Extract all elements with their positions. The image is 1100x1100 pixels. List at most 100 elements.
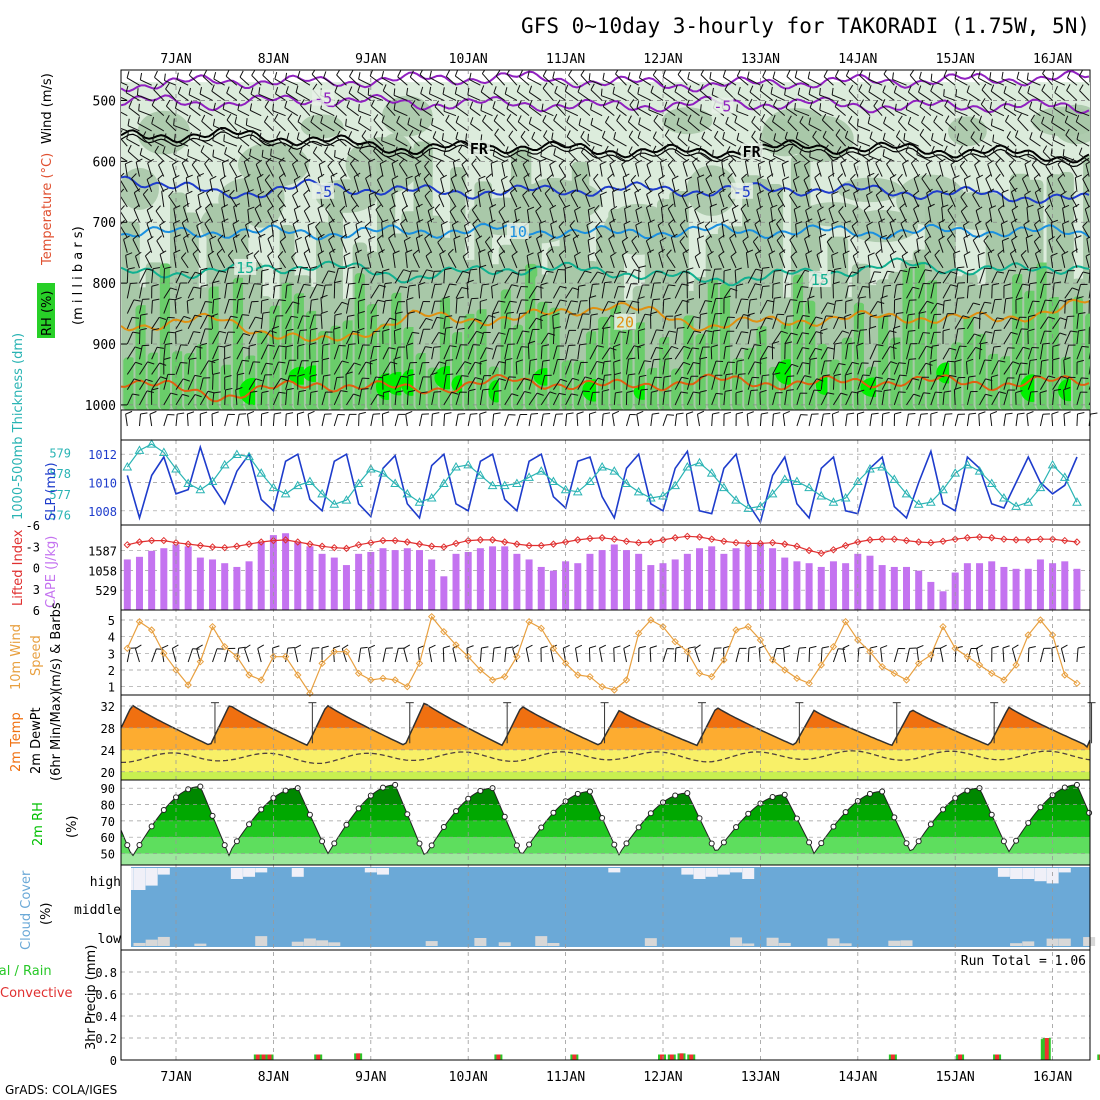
wind-barb	[234, 122, 250, 132]
wind-barb	[909, 74, 920, 86]
wind-barb	[173, 208, 177, 223]
wind-barb-flag	[605, 116, 610, 123]
rh-point	[258, 806, 265, 813]
wind-barb	[1003, 389, 1009, 406]
wind-barb-flag	[229, 158, 235, 164]
wind-barb-flag	[671, 175, 679, 180]
wind-point	[744, 622, 752, 631]
wind-barb-flag	[327, 160, 333, 167]
wind-barb-flag	[195, 345, 203, 349]
wind-barb	[188, 74, 201, 86]
wind-barb-flag	[882, 85, 886, 93]
wind-barb	[1071, 222, 1078, 238]
rh-dark-cell	[123, 357, 136, 410]
wind-barb-flag	[889, 250, 897, 256]
cloud-clear-high	[291, 868, 304, 877]
wind-barb	[626, 269, 635, 284]
wind-barb-flag	[285, 86, 289, 94]
wind-barb	[747, 390, 752, 406]
wind-barb	[552, 414, 557, 427]
wind-barb-flag	[259, 132, 262, 140]
wind-barb-flag	[568, 145, 573, 153]
wind-barb-flag	[527, 206, 535, 211]
rh-mid-cloud	[375, 133, 415, 193]
wind-barb-flag	[869, 131, 873, 139]
wind-barb	[540, 391, 551, 406]
wind-barb-flag	[458, 413, 466, 415]
wind-barb	[697, 224, 701, 238]
wind-barb	[930, 90, 944, 101]
cloud-clear-high	[1010, 868, 1023, 879]
rh-dark-cell	[1085, 313, 1090, 410]
wind-barb	[699, 122, 712, 132]
dewpt-low-band	[121, 771, 1090, 780]
wind-barb-flag	[448, 248, 454, 255]
wind-barb	[772, 361, 780, 375]
wind-barb-flag	[212, 280, 220, 284]
wind-barb	[431, 361, 440, 375]
wind-barb-flag	[898, 362, 906, 364]
wind-barb	[382, 347, 390, 360]
thickness-tick-label: 578	[49, 467, 71, 481]
wind-barb-flag	[412, 249, 419, 255]
cape-bar	[476, 548, 484, 610]
wind-barb	[599, 194, 603, 208]
wind-barb-flag	[980, 145, 985, 152]
wind-barb	[558, 254, 567, 269]
wind-barb	[942, 361, 949, 375]
rh-dark-cell	[1012, 274, 1025, 410]
wind-barb	[401, 209, 408, 223]
wind-barb	[320, 122, 335, 132]
wind-barb-flag	[799, 146, 804, 154]
wind-barb	[173, 237, 177, 253]
wind-barb	[346, 362, 355, 375]
wind-barb	[174, 140, 189, 147]
wind-barb-flag	[894, 103, 897, 111]
wind-barb	[212, 648, 218, 663]
wind-barb-flag	[434, 391, 442, 393]
wind-barb-flag	[635, 221, 643, 226]
wind-barb-flag	[1017, 412, 1025, 415]
wind-barb-flag	[588, 73, 591, 81]
wind-barb	[979, 394, 986, 406]
cape-bar	[683, 553, 691, 610]
wind-barb-flag	[173, 205, 181, 209]
wind-barb	[574, 177, 579, 192]
wind-point	[354, 669, 363, 678]
wind-barb-flag	[334, 280, 342, 284]
wind-barb	[470, 123, 481, 132]
wind-barb	[565, 345, 569, 360]
wind-barb	[918, 91, 932, 101]
wind-barb-flag	[408, 390, 416, 393]
wind-barb-flag	[325, 203, 331, 210]
wind-barb-flag	[261, 298, 269, 302]
wind-barb-flag	[867, 172, 875, 177]
wind-barb-flag	[445, 315, 453, 318]
wind-barb-flag	[537, 249, 545, 254]
wind-barb	[942, 313, 948, 329]
cape-bar	[769, 548, 777, 610]
wind-barb-flag	[964, 175, 971, 180]
wind-barb	[588, 647, 591, 663]
wind-barb	[183, 237, 189, 253]
wind-barb-flag	[843, 189, 850, 194]
wind-barb-flag	[996, 271, 1004, 274]
wind-barb-flag	[1076, 132, 1080, 140]
wind-barb-flag	[250, 390, 258, 393]
wind-barb-flag	[1011, 205, 1019, 211]
wind-point	[647, 616, 655, 624]
wind-barb	[602, 106, 615, 117]
wind-barb	[276, 137, 286, 147]
wind-barb-flag	[1063, 387, 1071, 391]
rh-dark-cell	[512, 324, 524, 410]
wind-barb-flag	[742, 236, 749, 242]
wind-barb	[565, 359, 572, 375]
wind-barb-flag	[393, 356, 401, 360]
wind-barb	[321, 392, 327, 406]
wind-barb	[534, 178, 542, 192]
wind-barb-flag	[912, 378, 920, 381]
thickness-point	[548, 476, 559, 485]
cape-bar	[196, 557, 204, 610]
wind-barb	[601, 315, 612, 330]
wind-barb	[711, 648, 715, 663]
